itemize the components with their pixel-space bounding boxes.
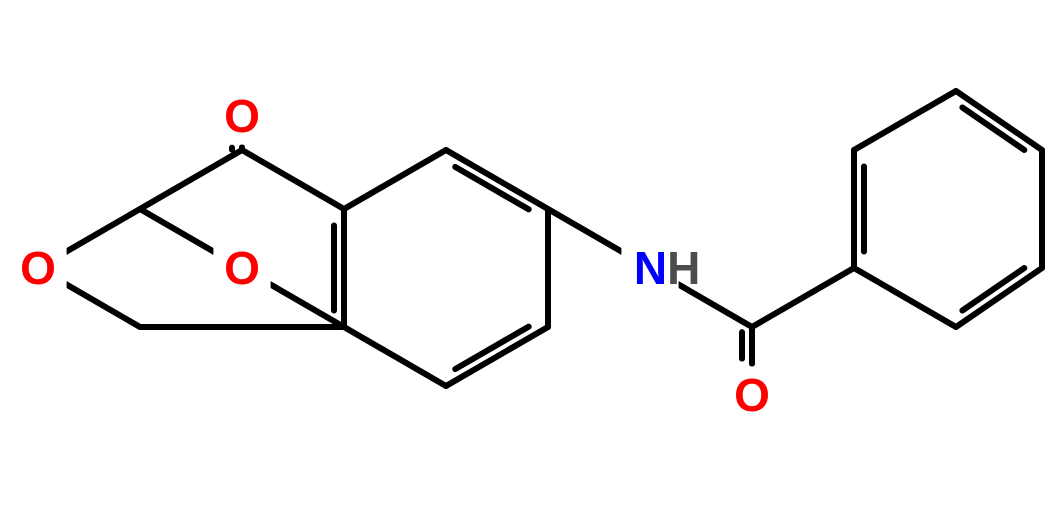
chemical-structure-diagram: O O O NH O [0,0,1056,509]
atom-label-O: O [224,242,260,294]
atom-label-O: O [224,90,260,142]
atom-label-O: O [734,369,770,421]
atom-label-O: O [20,242,56,294]
atom-label-N: NH [634,242,700,294]
